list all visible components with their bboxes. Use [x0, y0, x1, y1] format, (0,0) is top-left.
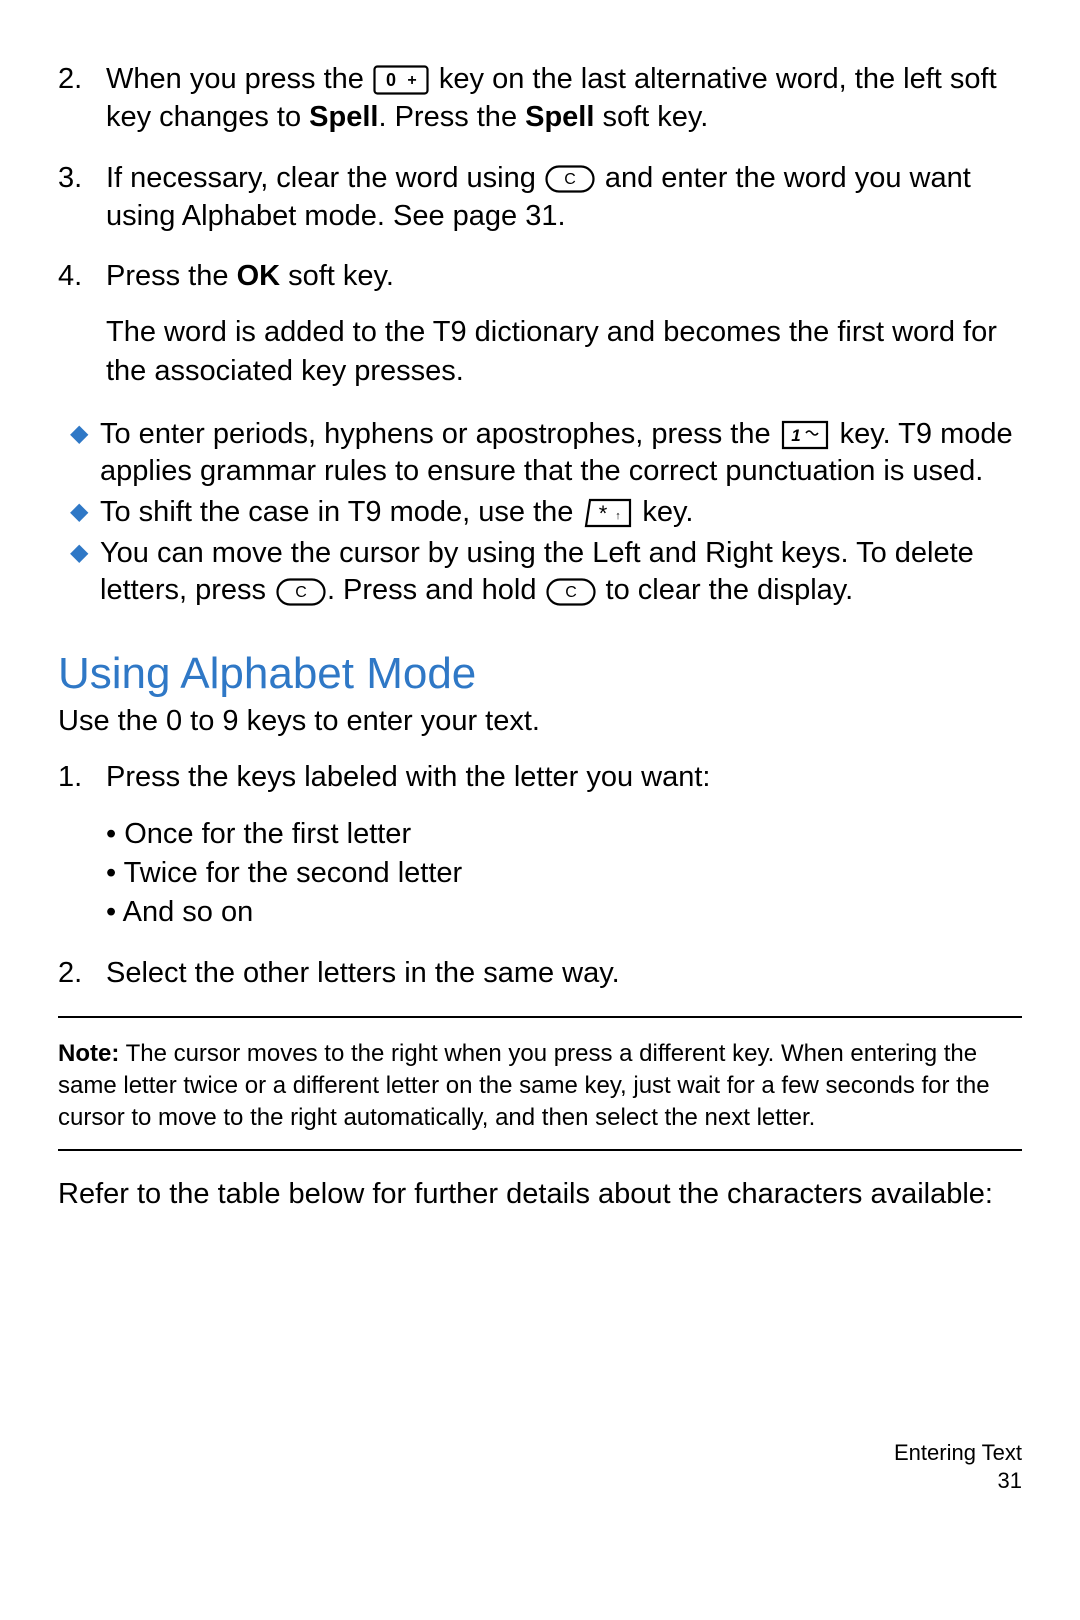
divider-top: [58, 1016, 1022, 1018]
svg-text:C: C: [295, 584, 307, 601]
list-body: Press the OK soft key.The word is added …: [106, 257, 1022, 390]
divider-bottom: [58, 1149, 1022, 1151]
list-item: 3.If necessary, clear the word using C a…: [58, 159, 1022, 236]
diamond-bullet-icon: ◆: [70, 494, 100, 531]
numbered-list-top: 2.When you press the 0+ key on the last …: [58, 60, 1022, 390]
section-heading: Using Alphabet Mode: [58, 649, 1022, 699]
note-body: The cursor moves to the right when you p…: [58, 1040, 990, 1130]
diamond-body: To enter periods, hyphens or apostrophes…: [100, 416, 1022, 490]
list-number: 4.: [58, 257, 106, 390]
svg-text:1: 1: [791, 426, 800, 445]
svg-text:C: C: [565, 171, 577, 188]
sub-bullet-item: • Twice for the second letter: [106, 854, 1022, 893]
svg-text:*: *: [599, 501, 608, 526]
key-icon: C: [545, 165, 595, 193]
list-body: Select the other letters in the same way…: [106, 954, 1022, 992]
diamond-body: To shift the case in T9 mode, use the *↑…: [100, 494, 1022, 531]
sub-bullet-list: • Once for the first letter• Twice for t…: [106, 815, 1022, 932]
page-footer: Entering Text 31: [894, 1439, 1022, 1494]
list-number: 1.: [58, 758, 106, 932]
list-item: 4.Press the OK soft key.The word is adde…: [58, 257, 1022, 390]
list-body: Press the keys labeled with the letter y…: [106, 758, 1022, 932]
diamond-body: You can move the cursor by using the Lef…: [100, 535, 1022, 609]
footer-section-name: Entering Text: [894, 1439, 1022, 1467]
list-number: 3.: [58, 159, 106, 236]
section-intro: Use the 0 to 9 keys to enter your text.: [58, 705, 1022, 738]
list-body: If necessary, clear the word using C and…: [106, 159, 1022, 236]
key-icon: C: [546, 578, 596, 606]
footer-page-number: 31: [894, 1467, 1022, 1495]
diamond-bullet-icon: ◆: [70, 535, 100, 609]
after-note-text: Refer to the table below for further det…: [58, 1175, 1022, 1214]
svg-text:↑: ↑: [615, 510, 621, 522]
key-icon: 1: [780, 419, 830, 451]
numbered-list-bottom: 1.Press the keys labeled with the letter…: [58, 758, 1022, 992]
key-icon: C: [276, 578, 326, 606]
diamond-list-item: ◆To shift the case in T9 mode, use the *…: [58, 494, 1022, 531]
sub-bullet-item: • Once for the first letter: [106, 815, 1022, 854]
diamond-bullet-list: ◆To enter periods, hyphens or apostrophe…: [58, 416, 1022, 610]
list-item: 1.Press the keys labeled with the letter…: [58, 758, 1022, 932]
sub-bullet-item: • And so on: [106, 893, 1022, 932]
note-paragraph: Note: The cursor moves to the right when…: [58, 1038, 1022, 1133]
key-icon: 0+: [373, 65, 429, 95]
note-label: Note:: [58, 1040, 119, 1067]
list-number: 2.: [58, 954, 106, 992]
list-number: 2.: [58, 60, 106, 137]
list-item: 2.When you press the 0+ key on the last …: [58, 60, 1022, 137]
list-body: When you press the 0+ key on the last al…: [106, 60, 1022, 137]
svg-text:+: +: [408, 72, 417, 89]
svg-text:0: 0: [386, 70, 396, 90]
diamond-list-item: ◆You can move the cursor by using the Le…: [58, 535, 1022, 609]
list-item: 2.Select the other letters in the same w…: [58, 954, 1022, 992]
key-icon: *↑: [583, 497, 633, 529]
diamond-bullet-icon: ◆: [70, 416, 100, 490]
svg-text:C: C: [565, 584, 577, 601]
diamond-list-item: ◆To enter periods, hyphens or apostrophe…: [58, 416, 1022, 490]
